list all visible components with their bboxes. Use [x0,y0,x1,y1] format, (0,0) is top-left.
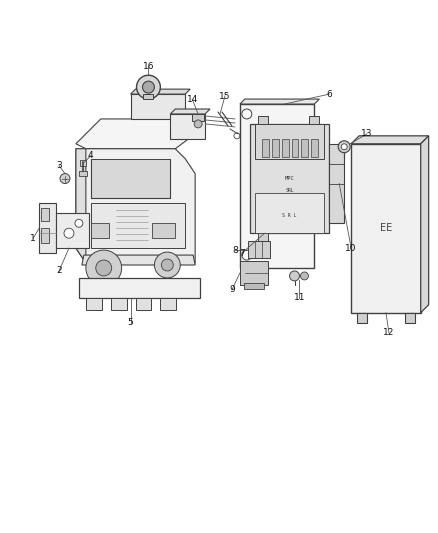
Polygon shape [244,283,264,289]
Text: MPC: MPC [285,176,294,181]
Text: 9: 9 [229,285,235,294]
Circle shape [155,252,180,278]
Polygon shape [292,139,298,157]
Polygon shape [131,94,185,119]
Polygon shape [405,313,415,322]
Polygon shape [80,160,86,166]
Polygon shape [255,193,324,233]
Circle shape [60,174,70,183]
Polygon shape [82,255,195,265]
Polygon shape [258,116,268,124]
Text: 6: 6 [326,90,332,99]
Text: 12: 12 [383,328,395,337]
Polygon shape [39,204,56,253]
Circle shape [242,109,252,119]
Circle shape [96,260,112,276]
Text: 3: 3 [56,161,62,170]
Polygon shape [152,223,175,238]
Circle shape [290,271,300,281]
Polygon shape [135,298,152,310]
Polygon shape [351,136,429,144]
Circle shape [137,75,160,99]
Circle shape [86,250,122,286]
Polygon shape [91,223,109,238]
Circle shape [142,81,155,93]
Polygon shape [240,261,268,285]
Polygon shape [255,124,324,159]
Text: 4: 4 [88,151,94,160]
Polygon shape [311,139,318,157]
Polygon shape [91,159,170,198]
Polygon shape [240,99,319,104]
Polygon shape [41,208,49,221]
Polygon shape [76,149,86,263]
Polygon shape [76,119,195,149]
Polygon shape [144,94,153,99]
Polygon shape [111,298,127,310]
Circle shape [341,144,347,150]
Circle shape [300,272,308,280]
Text: 8: 8 [232,246,238,255]
Polygon shape [79,171,87,175]
Polygon shape [79,278,200,298]
Polygon shape [357,313,367,322]
Polygon shape [91,204,185,248]
Text: SRL: SRL [285,188,294,193]
Polygon shape [250,124,329,233]
Polygon shape [282,139,289,157]
Circle shape [338,141,350,153]
Text: 11: 11 [294,293,305,302]
Polygon shape [170,109,210,114]
Polygon shape [160,298,176,310]
Polygon shape [86,298,102,310]
Circle shape [161,259,173,271]
Circle shape [242,250,252,260]
Polygon shape [41,228,49,243]
Text: 10: 10 [346,244,357,253]
Polygon shape [421,136,429,313]
Circle shape [194,120,202,128]
Text: 5: 5 [128,318,134,327]
Text: 2: 2 [56,266,62,276]
Polygon shape [248,241,270,258]
Text: 13: 13 [361,130,373,139]
Text: 15: 15 [219,92,231,101]
Polygon shape [131,89,190,94]
Polygon shape [170,114,205,139]
Text: 1: 1 [30,233,36,243]
Polygon shape [76,149,195,263]
Text: 14: 14 [187,94,198,103]
Polygon shape [192,114,204,121]
Circle shape [75,219,83,227]
Polygon shape [240,104,314,268]
Text: 7: 7 [239,248,245,257]
Text: S R L: S R L [283,213,297,218]
Text: 16: 16 [143,62,154,71]
Polygon shape [329,144,344,223]
Polygon shape [258,233,268,241]
Polygon shape [351,144,421,313]
Polygon shape [301,139,308,157]
Polygon shape [309,116,319,124]
Text: EE: EE [380,223,392,233]
Polygon shape [262,139,268,157]
Polygon shape [272,139,279,157]
Circle shape [64,228,74,238]
Polygon shape [56,213,89,248]
